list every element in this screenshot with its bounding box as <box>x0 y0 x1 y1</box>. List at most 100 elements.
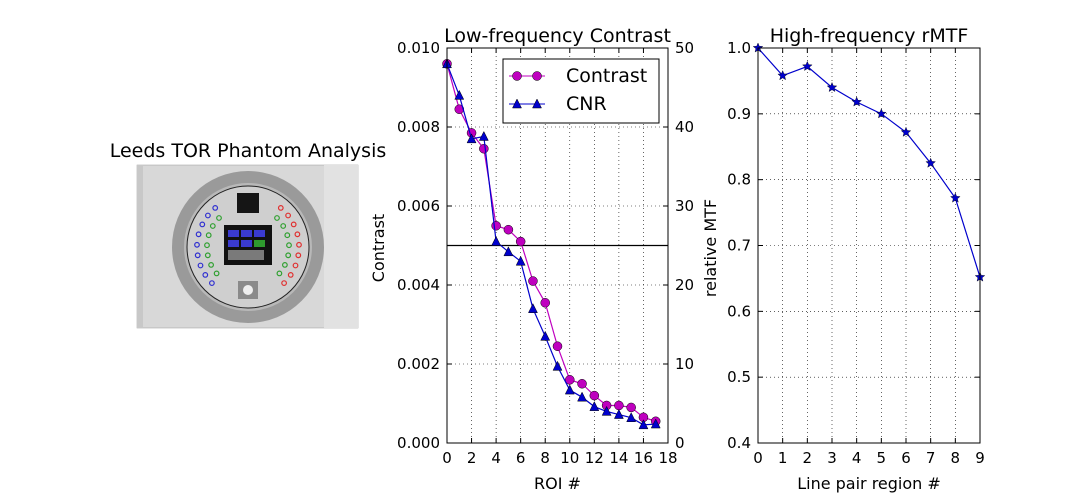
c0-y2-tick-labels: 0 10 20 30 40 50 <box>675 39 694 452</box>
point-contrast <box>491 221 501 231</box>
legend-contrast-marker <box>532 71 542 81</box>
point-cnr <box>601 405 612 416</box>
c1-ytick-label: 0.6 <box>727 302 751 320</box>
c0-ytick-label: 0.006 <box>397 197 440 215</box>
point-contrast <box>528 276 538 286</box>
c0-xtick-label: 0 <box>442 449 452 467</box>
legend-cnr-label: CNR <box>566 93 607 115</box>
c0-xtick-label: 16 <box>634 449 653 467</box>
c1-ytick-label: 0.7 <box>727 237 751 255</box>
c1-y-tick-labels: 0.4 0.5 0.6 0.7 0.8 0.9 1.0 <box>727 39 751 452</box>
roi-marker-left <box>204 212 211 219</box>
legend-cnr-marker <box>532 98 542 109</box>
point-cnr <box>638 419 649 430</box>
c0-y2tick-label: 10 <box>675 355 694 373</box>
low-frequency-chart: 0 2 4 6 8 10 12 14 16 18 0.000 0.002 0.0… <box>369 25 694 493</box>
roi-marker-right <box>277 204 284 211</box>
roi-markers <box>194 204 302 287</box>
legend-contrast-marker <box>512 71 522 81</box>
c0-legend: Contrast CNR <box>502 58 660 124</box>
roi-marker-inner-right <box>282 262 288 268</box>
point-cnr <box>540 330 551 341</box>
c0-ylabel: Contrast <box>369 214 388 282</box>
roi-marker-right <box>294 231 301 238</box>
c1-xtick-label: 9 <box>975 449 985 467</box>
point-contrast <box>565 375 575 385</box>
roi-marker-inner-right <box>284 232 291 239</box>
phantom-panel: Leeds TOR Phantom Analysis <box>110 140 387 329</box>
c0-frame <box>446 47 669 444</box>
point-contrast <box>589 390 600 401</box>
c0-xtick-label: 10 <box>560 449 579 467</box>
point-contrast <box>626 402 636 413</box>
roi-marker-left <box>199 221 206 228</box>
point-rmtf <box>950 192 961 203</box>
point-cnr <box>466 133 477 144</box>
point-contrast <box>479 143 489 154</box>
roi-marker-left <box>202 272 209 278</box>
c0-ytick-label: 0.008 <box>397 118 440 136</box>
roi-marker-inner-right <box>274 215 280 221</box>
point-rmtf <box>876 108 887 119</box>
point-cnr <box>650 418 661 429</box>
point-cnr <box>478 130 489 141</box>
point-contrast <box>503 224 514 235</box>
roi-marker-inner-right <box>286 242 292 249</box>
roi-marker-inner-right <box>280 223 287 229</box>
roi-marker-left <box>212 204 219 211</box>
legend-contrast-label: Contrast <box>566 65 647 87</box>
c1-xtick-label: 1 <box>778 449 788 467</box>
roi-marker-inner-left <box>209 223 216 229</box>
c0-ytick-label: 0.004 <box>397 276 440 294</box>
roi-marker-right <box>281 280 288 287</box>
roi-marker-right <box>285 212 292 219</box>
roi-marker-inner-left <box>216 215 222 221</box>
point-rmtf <box>900 126 912 137</box>
c0-y2tick-label: 30 <box>675 197 694 215</box>
high-frequency-chart: 0 1 2 3 4 5 6 7 8 9 0.4 0.5 0.6 0.7 0.8 … <box>701 25 986 493</box>
c0-xtick-label: 18 <box>658 449 677 467</box>
c1-series-layer <box>752 42 986 282</box>
point-cnr <box>626 412 637 422</box>
phantom-title: Leeds TOR Phantom Analysis <box>110 140 387 162</box>
point-rmtf <box>826 81 838 92</box>
c0-y2tick-label: 0 <box>675 434 685 452</box>
point-cnr <box>564 384 575 395</box>
roi-marker-right <box>296 241 302 248</box>
c0-y2tick-label: 20 <box>675 276 694 294</box>
roi-marker-inner-left <box>213 270 220 277</box>
roi-marker-right <box>290 221 297 228</box>
c0-xtick-label: 2 <box>467 449 477 467</box>
point-rmtf <box>925 157 936 168</box>
roi-marker-right <box>292 262 299 269</box>
point-cnr <box>552 360 563 371</box>
point-cnr <box>528 303 538 313</box>
c0-ytick-label: 0.000 <box>397 434 440 452</box>
c1-xtick-label: 5 <box>877 449 887 467</box>
point-cnr <box>613 409 624 419</box>
point-contrast <box>614 400 624 411</box>
roi-marker-inner-left <box>208 262 215 268</box>
c1-ytick-label: 0.5 <box>727 368 751 386</box>
c1-xtick-label: 3 <box>827 449 837 467</box>
c1-ytick-label: 0.8 <box>727 171 751 189</box>
point-contrast <box>540 298 550 308</box>
c1-xtick-label: 8 <box>951 449 961 467</box>
c0-xtick-label: 6 <box>516 449 526 467</box>
c0-ytick-label: 0.002 <box>397 355 440 373</box>
point-cnr <box>503 246 514 257</box>
point-cnr <box>577 391 587 402</box>
roi-marker-right <box>295 252 302 259</box>
c0-tick-marks <box>446 47 669 444</box>
c0-xtick-label: 4 <box>491 449 501 467</box>
c1-tick-marks <box>757 47 981 444</box>
roi-marker-inner-left <box>204 242 210 249</box>
c0-legend-box <box>502 58 660 124</box>
c0-ytick-label: 0.010 <box>397 39 440 57</box>
c1-xtick-label: 0 <box>753 449 763 467</box>
roi-marker-inner-right <box>285 252 292 259</box>
point-contrast <box>552 341 563 351</box>
point-cnr <box>491 235 502 246</box>
c1-xtick-label: 6 <box>901 449 911 467</box>
c1-xtick-label: 7 <box>926 449 936 467</box>
